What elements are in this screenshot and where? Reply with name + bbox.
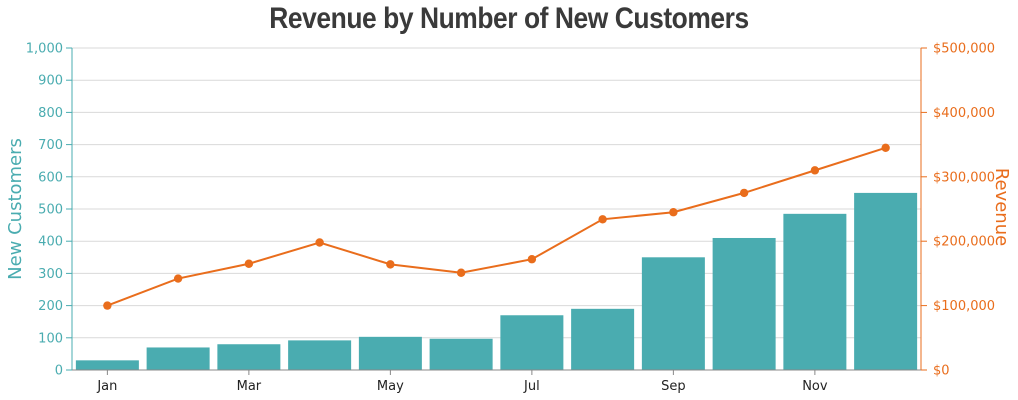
revenue-point (244, 259, 254, 268)
y-left-axis-title: New Customers (5, 138, 26, 280)
revenue-point (315, 238, 324, 247)
y-right-tick-label: $200,000 (933, 235, 995, 250)
y-right-tick-label: $0 (933, 364, 950, 379)
y-right-axis-title: Revenue (991, 168, 1012, 246)
y-right-tick-label: $300,000 (933, 170, 995, 185)
y-left-tick-label: 200 (38, 299, 63, 314)
revenue-point (173, 274, 183, 283)
y-left-tick-label: 0 (55, 364, 63, 379)
x-tick-label: Sep (661, 379, 686, 394)
bar (358, 336, 422, 370)
y-right-tick-label: $400,000 (933, 106, 995, 121)
y-left-tick-label: 800 (38, 106, 63, 121)
x-tick-label: Jan (96, 379, 117, 394)
y-right-tick-label: $500,000 (933, 42, 995, 57)
y-left-tick-label: 600 (38, 170, 63, 185)
x-tick-label: Mar (237, 379, 262, 394)
revenue-line (107, 146, 886, 307)
bar (500, 315, 564, 370)
x-tick-label: May (377, 379, 404, 394)
y-left-tick-label: 400 (38, 235, 63, 250)
bar (712, 237, 776, 370)
y-left-tick-label: 700 (38, 138, 63, 153)
y-left-tick-label: 1,000 (26, 42, 63, 57)
revenue-point (881, 143, 890, 153)
revenue-point (669, 208, 678, 217)
x-tick-label: Nov (802, 379, 828, 394)
y-left-tick-label: 900 (38, 74, 63, 89)
bar (146, 347, 210, 370)
x-tick-label: Jul (523, 379, 540, 394)
bar (288, 340, 352, 370)
revenue-point (598, 215, 607, 224)
bar (641, 257, 705, 370)
bar (429, 338, 493, 370)
y-left-tick-label: 300 (38, 267, 63, 282)
chart-title: Revenue by Number of New Customers (269, 2, 749, 35)
revenue-point (739, 188, 749, 198)
revenue-point (386, 260, 395, 269)
y-left-tick-label: 500 (38, 203, 63, 218)
revenue-point (456, 268, 466, 277)
bar (571, 308, 635, 370)
bar (75, 360, 139, 370)
y-right-tick-label: $100,000 (933, 299, 995, 314)
revenue-point (103, 301, 112, 310)
bar (217, 344, 281, 370)
bar (783, 213, 847, 370)
revenue-point (810, 166, 820, 175)
y-left-tick-label: 100 (38, 331, 63, 346)
revenue-point (527, 255, 537, 264)
bar (854, 192, 918, 370)
